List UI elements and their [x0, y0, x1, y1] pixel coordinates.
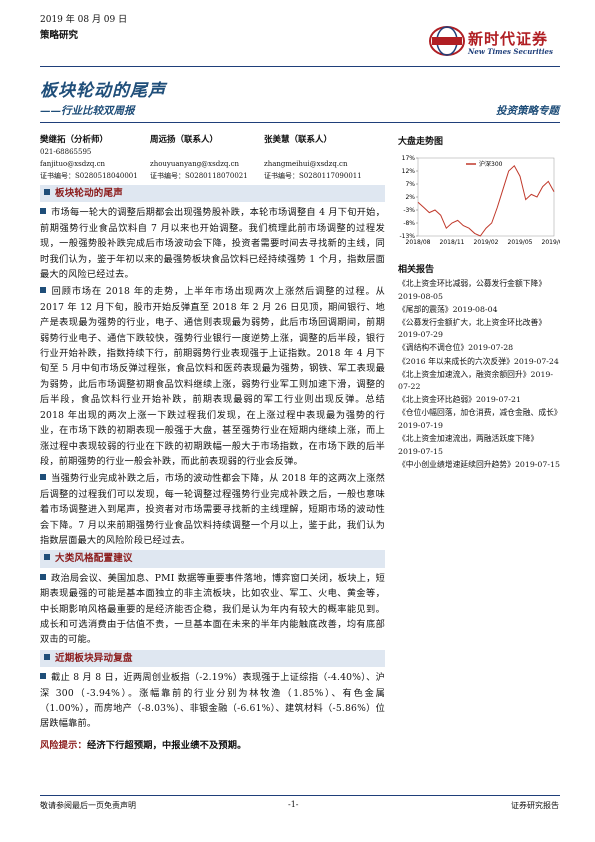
rule	[40, 795, 560, 796]
rule	[40, 66, 560, 67]
related-heading: 相关报告	[398, 265, 435, 275]
author-phone: 021-68865595	[40, 148, 92, 156]
x-tick-label: 2019/05	[508, 239, 533, 246]
x-tick-label: 2019/08	[542, 239, 560, 246]
author: 张美慧（联系人） zhangmeihui@xsdzq.cn 证书编号：S0280…	[264, 134, 374, 182]
y-tick-label: 7%	[405, 181, 415, 188]
report-item: 《调结构不调仓位》2019-07-28	[398, 342, 560, 355]
author-cert: 证书编号：S0280518040001	[40, 172, 138, 180]
report-title: 《仓位小幅回落，加仓消费，减仓金融、成长》	[398, 408, 562, 418]
rule	[40, 122, 560, 123]
report-date: 2019-07-15	[398, 446, 443, 456]
paragraph: 截止 8 月 8 日，近两周创业板指（-2.19%）表现强于上证综指（-4.40…	[40, 670, 385, 732]
y-tick-label: 12%	[402, 168, 416, 175]
report-title: 《尾部的震荡》	[398, 304, 453, 314]
footer-left: 敬请参阅最后一页免责声明	[40, 801, 136, 810]
section-heading: 近期板块异动复盘	[40, 649, 385, 668]
report-item: 《北上资金环比趋弱》2019-07-21	[398, 394, 560, 407]
report-title: 《调结构不调仓位》	[398, 343, 469, 353]
footer-right: 证券研究报告	[511, 801, 559, 810]
page-number: -1-	[288, 800, 299, 809]
x-tick-label: 2018/08	[406, 239, 431, 246]
y-tick-label: -13%	[399, 233, 415, 240]
chart-title: 大盘走势图	[398, 137, 444, 147]
report-item: 《北上资金加速流入，融资余额回升》2019-07-22	[398, 369, 560, 394]
author-name: 周远扬（联系人）	[150, 135, 219, 145]
report-category: 策略研究	[40, 30, 79, 41]
report-title: 《中小创业绩增速延续回升趋势》	[398, 459, 515, 469]
report-date: 2019-07-24	[513, 356, 559, 366]
report-date: 2019-07-22	[398, 369, 554, 392]
section-heading: 大类风格配置建议	[40, 550, 385, 568]
paragraph: 市场每一轮大的调整后期都会出现强势股补跌，本轮市场调整自 4 月下旬开始，前期强…	[40, 205, 385, 282]
paragraph: 政治局会议、美国加息、PMI 数据等重要事件落地，博弈窗口关闭，板块上，短期表现…	[40, 571, 385, 648]
logo-subtext: New Times Securities	[468, 47, 553, 56]
report-subtitle: ——行业比较双周报	[40, 105, 135, 117]
report-item: 《中小创业绩增速延续回升趋势》2019-07-15	[398, 459, 560, 472]
author: 樊继拓（分析师） 021-68865595 fanjituo@xsdzq.cn …	[40, 134, 150, 182]
x-tick-label: 2019/02	[474, 239, 499, 246]
report-series: 投资策略专题	[496, 105, 559, 117]
author-cert: 证书编号：S0280117090011	[264, 172, 362, 180]
report-date: 2019 年 08 月 09 日	[40, 15, 128, 25]
risk-label: 风险提示：	[40, 739, 87, 751]
report-title: 《2016 年以来成长的六次反弹》	[398, 356, 514, 366]
y-tick-label: -8%	[403, 220, 415, 227]
y-tick-label: 2%	[405, 194, 415, 201]
risk-text: 经济下行超预期，中报业绩不及预期。	[86, 739, 247, 751]
report-title: 《公募发行金额扩大，北上资金环比改善》	[398, 317, 547, 327]
report-title: 《北上资金加速流出，两融活跃度下降》	[398, 434, 539, 444]
author-email: fanjituo@xsdzq.cn	[40, 160, 106, 168]
section-heading: 板块轮动的尾声	[40, 185, 385, 203]
author-email: zhouyuanyang@xsdzq.cn	[150, 160, 240, 168]
report-item: 《北上资金加速流出，两融活跃度下降》 2019-07-15	[398, 433, 560, 458]
report-date: 2019-07-29	[398, 330, 443, 340]
report-title: 《北上资金环比减弱，公募发行金额下降》	[398, 279, 547, 288]
x-tick-label: 2018/11	[440, 239, 465, 246]
report-title: 板块轮动的尾声	[40, 81, 166, 101]
report-item: 《仓位小幅回落，加仓消费，减仓金融、成长》 2019-07-19	[398, 407, 562, 432]
report-title: 《北上资金加速流入，融资余额回升》	[398, 369, 531, 379]
y-tick-label: 17%	[402, 155, 416, 162]
paragraph: 回顾市场在 2018 年的走势，上半年市场出现两次上涨然后调整的过程。从 201…	[40, 284, 385, 469]
paragraph: 当强势行业完成补跌之后，市场的波动性都会下降，从 2018 年的这两次上涨然后调…	[40, 471, 385, 548]
report-date: 2019-08-05	[398, 291, 443, 301]
author-email: zhangmeihui@xsdzq.cn	[264, 160, 348, 168]
logo-mark	[429, 26, 465, 56]
author: 周远扬（联系人） zhouyuanyang@xsdzq.cn 证书编号：S028…	[150, 134, 260, 182]
report-item: 《公募发行金额扩大，北上资金环比改善》 2019-07-29	[398, 317, 560, 342]
report-item: 《北上资金环比减弱，公募发行金额下降》 2019-08-05	[398, 278, 560, 303]
y-tick-label: -3%	[403, 207, 415, 214]
plot-frame	[417, 157, 555, 237]
report-date: 2019-07-28	[468, 343, 514, 353]
logo-text: 新时代证券	[468, 30, 549, 48]
author-name: 樊继拓（分析师）	[40, 135, 109, 145]
related-reports: 相关报告 《北上资金环比减弱，公募发行金额下降》 2019-08-05 《尾部的震荡…	[398, 262, 562, 472]
report-date: 2019-07-15	[514, 459, 560, 469]
report-item: 《2016 年以来成长的六次反弹》2019-07-24	[398, 356, 560, 369]
report-date: 2019-07-21	[475, 395, 521, 405]
report-item: 《尾部的震荡》2019-08-04	[398, 304, 560, 317]
author-name: 张美慧（联系人）	[264, 135, 333, 145]
legend-label: 沪深300	[479, 160, 503, 168]
report-date: 2019-07-19	[398, 421, 443, 431]
report-list: 《北上资金环比减弱，公募发行金额下降》2019-08-05 《尾部的震荡》2019…	[398, 278, 562, 472]
author-cert: 证书编号：S0280118070021	[150, 172, 248, 180]
risk-note: 风险提示：经济下行超预期，中报业绩不及预期。	[40, 738, 385, 753]
line-series	[417, 164, 555, 237]
chart: 17% 12% 7% 2% -3% -8% -13%2018/08 2018/11 2019/0…	[399, 155, 560, 246]
report-title: 《北上资金环比趋弱》	[398, 395, 476, 405]
main-text: 板块轮动的尾声 市场每一轮大的调整后期都会出现强势股补跌，本轮市场调整自 4 月…	[40, 183, 385, 753]
report-date: 2019-08-04	[452, 304, 498, 314]
